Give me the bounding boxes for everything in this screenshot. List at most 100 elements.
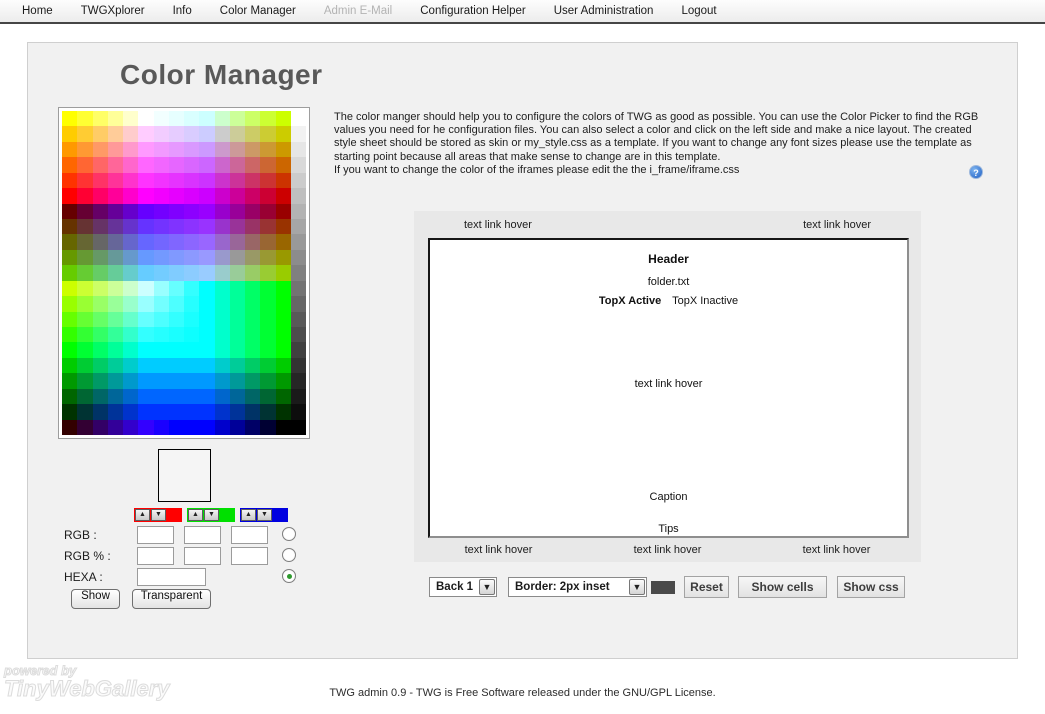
palette-cell[interactable] [290,388,306,405]
palette-cell[interactable] [77,188,93,204]
palette-cell[interactable] [107,419,123,435]
chevron-down-icon[interactable]: ▼ [629,579,645,595]
palette-cell[interactable] [77,311,93,327]
palette-cell[interactable] [168,172,184,189]
rgb-percent-r-input[interactable] [137,547,174,565]
palette-cell[interactable] [184,141,200,158]
palette-cell[interactable] [184,111,200,127]
palette-cell[interactable] [214,234,230,250]
palette-cell[interactable] [245,311,261,327]
palette-cell[interactable] [245,219,261,235]
palette-cell[interactable] [214,249,230,266]
palette-cell[interactable] [168,296,184,312]
palette-cell[interactable] [275,157,291,173]
palette-cell[interactable] [138,388,154,405]
palette-cell[interactable] [168,141,184,158]
palette-cell[interactable] [107,172,123,189]
palette-cell[interactable] [245,296,261,312]
palette-cell[interactable] [184,373,200,389]
palette-cell[interactable] [275,311,291,327]
palette-cell[interactable] [290,188,306,204]
red-down-button[interactable]: ▼ [151,509,166,521]
palette-cell[interactable] [92,404,108,420]
palette-cell[interactable] [92,311,108,327]
palette-cell[interactable] [138,249,154,266]
palette-cell[interactable] [77,280,93,297]
palette-cell[interactable] [275,280,291,297]
palette-cell[interactable] [123,388,139,405]
palette-cell[interactable] [229,126,245,142]
palette-cell[interactable] [92,388,108,405]
palette-cell[interactable] [138,188,154,204]
palette-cell[interactable] [260,311,276,327]
palette-cell[interactable] [92,172,108,189]
palette-cell[interactable] [123,172,139,189]
palette-cell[interactable] [77,388,93,405]
palette-cell[interactable] [168,188,184,204]
palette-cell[interactable] [275,188,291,204]
palette-cell[interactable] [199,172,215,189]
tinywebgallery-logo[interactable]: powered by TinyWebGallery [3,664,169,701]
palette-cell[interactable] [214,357,230,374]
rgb-percent-radio[interactable] [282,548,296,562]
palette-cell[interactable] [77,219,93,235]
palette-cell[interactable] [168,265,184,281]
preview-link-sample[interactable]: text link hover [634,378,703,390]
palette-cell[interactable] [260,111,276,127]
palette-cell[interactable] [62,172,78,189]
palette-cell[interactable] [184,296,200,312]
palette-cell[interactable] [229,141,245,158]
palette-cell[interactable] [275,265,291,281]
palette-cell[interactable] [290,203,306,219]
palette-cell[interactable] [245,157,261,173]
palette-cell[interactable] [260,357,276,374]
border-color-swatch[interactable] [651,581,675,594]
palette-cell[interactable] [229,357,245,374]
palette-cell[interactable] [275,357,291,374]
palette-cell[interactable] [153,157,169,173]
nav-configuration-helper[interactable]: Configuration Helper [420,5,526,17]
palette-cell[interactable] [107,126,123,142]
palette-cell[interactable] [138,357,154,374]
palette-cell[interactable] [184,234,200,250]
palette-cell[interactable] [199,265,215,281]
palette-cell[interactable] [168,219,184,235]
palette-cell[interactable] [62,111,78,127]
palette-cell[interactable] [214,280,230,297]
palette-cell[interactable] [123,234,139,250]
palette-cell[interactable] [62,404,78,420]
palette-cell[interactable] [138,203,154,219]
palette-cell[interactable] [77,296,93,312]
palette-cell[interactable] [260,249,276,266]
palette-cell[interactable] [168,419,184,435]
palette-cell[interactable] [290,141,306,158]
palette-cell[interactable] [245,327,261,343]
palette-cell[interactable] [260,327,276,343]
palette-cell[interactable] [245,126,261,142]
palette-cell[interactable] [153,404,169,420]
palette-cell[interactable] [184,280,200,297]
palette-cell[interactable] [229,172,245,189]
palette-cell[interactable] [184,188,200,204]
palette-cell[interactable] [199,311,215,327]
palette-cell[interactable] [123,327,139,343]
palette-cell[interactable] [214,111,230,127]
palette-cell[interactable] [123,188,139,204]
palette-cell[interactable] [107,265,123,281]
palette-cell[interactable] [153,357,169,374]
palette-cell[interactable] [245,342,261,358]
palette-cell[interactable] [92,234,108,250]
palette-cell[interactable] [77,327,93,343]
palette-cell[interactable] [229,234,245,250]
palette-cell[interactable] [214,126,230,142]
palette-cell[interactable] [153,388,169,405]
palette-cell[interactable] [62,203,78,219]
palette-cell[interactable] [245,404,261,420]
palette-cell[interactable] [229,296,245,312]
palette-cell[interactable] [275,327,291,343]
palette-cell[interactable] [260,296,276,312]
palette-cell[interactable] [138,419,154,435]
palette-cell[interactable] [275,249,291,266]
nav-logout[interactable]: Logout [681,5,717,17]
palette-cell[interactable] [138,373,154,389]
